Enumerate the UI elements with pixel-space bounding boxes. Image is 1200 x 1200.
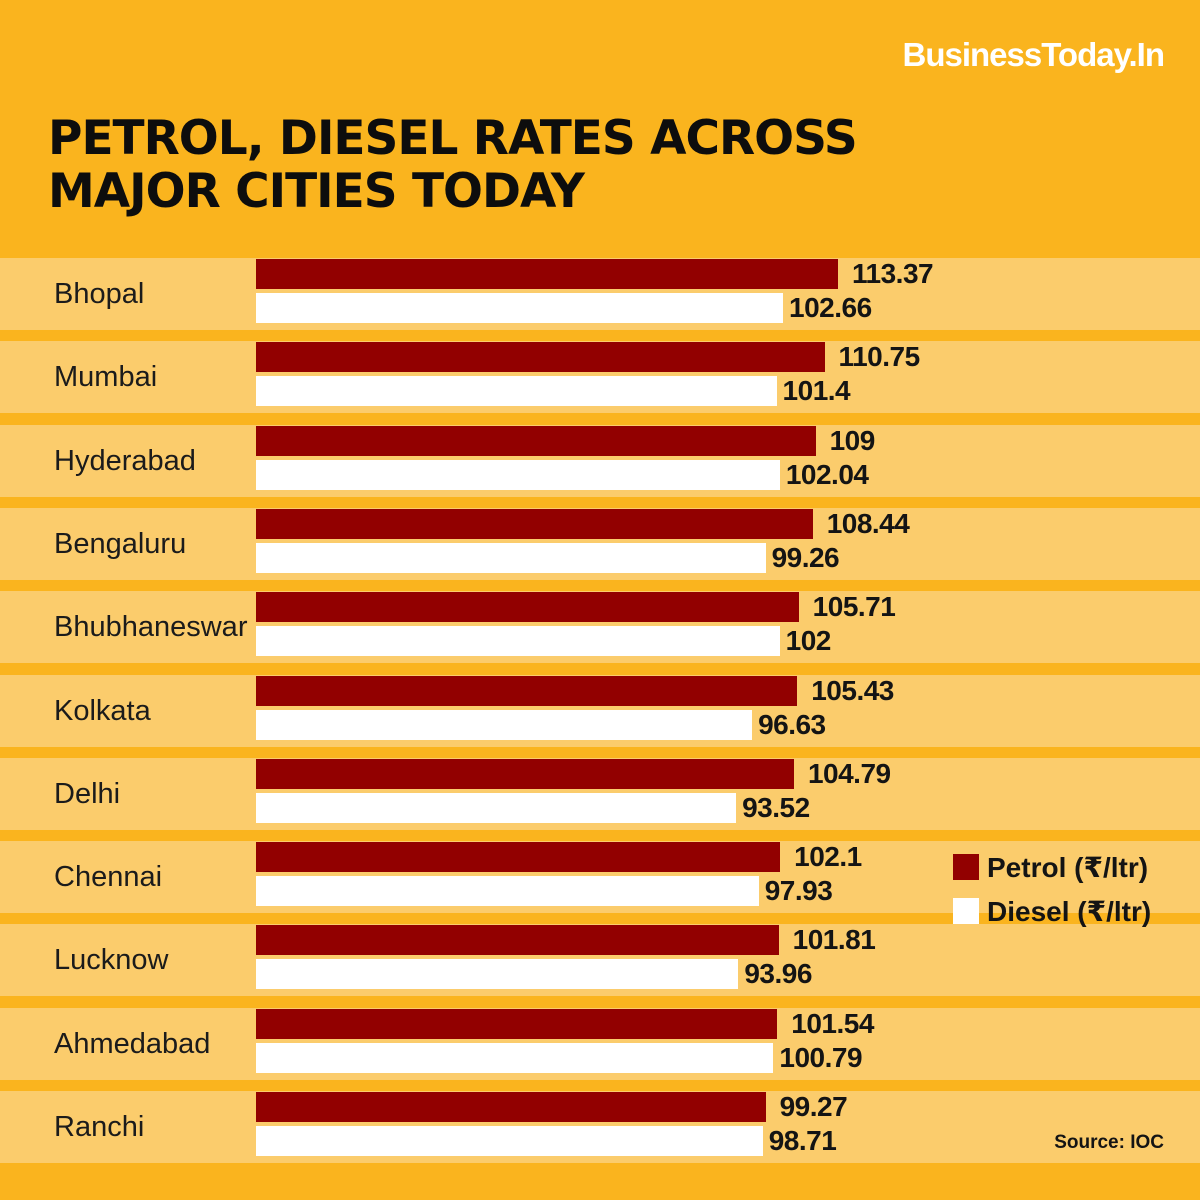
- city-label: Ranchi: [54, 1111, 145, 1143]
- city-label: Lucknow: [54, 944, 169, 976]
- petrol-value-label: 105.71: [812, 591, 896, 622]
- petrol-value-label: 108.44: [826, 508, 910, 539]
- brand-logo: BusinessToday.In: [902, 36, 1165, 73]
- city-label: Bhubhaneswar: [54, 611, 248, 643]
- petrol-value-label: 105.43: [811, 675, 894, 706]
- city-label: Hyderabad: [54, 445, 196, 477]
- city-label: Chennai: [54, 861, 163, 893]
- diesel-bar: [256, 1126, 763, 1156]
- petrol-bar: [256, 1009, 778, 1039]
- petrol-bar: [256, 342, 825, 372]
- legend-item-petrol: Petrol (₹/ltr): [953, 848, 1151, 886]
- diesel-value-label: 93.52: [742, 792, 810, 823]
- petrol-value-label: 109: [829, 425, 876, 456]
- legend-label-diesel: Diesel (₹/ltr): [987, 895, 1152, 927]
- petrol-bar: [256, 509, 813, 539]
- petrol-bar: [256, 842, 781, 872]
- chart-title-line-2: MAJOR CITIES TODAY: [48, 164, 585, 219]
- petrol-bar: [256, 1092, 766, 1122]
- diesel-bar: [256, 959, 739, 989]
- city-label: Kolkata: [54, 695, 151, 727]
- petrol-value-label: 99.27: [779, 1091, 848, 1122]
- source-note: Source: IOC: [1054, 1132, 1164, 1153]
- petrol-bar: [256, 592, 799, 622]
- petrol-bar: [256, 676, 798, 706]
- diesel-value-label: 102.66: [789, 292, 872, 323]
- diesel-bar: [256, 460, 780, 490]
- legend-swatch-petrol: [953, 854, 979, 880]
- chart-title-line-1: PETROL, DIESEL RATES ACROSS: [48, 111, 858, 166]
- diesel-bar: [256, 626, 780, 656]
- diesel-value-label: 100.79: [779, 1042, 863, 1073]
- city-label: Bhopal: [54, 278, 145, 310]
- diesel-bar: [256, 543, 766, 573]
- diesel-value-label: 98.71: [768, 1125, 837, 1156]
- legend-label-petrol: Petrol (₹/ltr): [987, 851, 1149, 883]
- petrol-value-label: 113.37: [852, 258, 934, 289]
- city-label: Mumbai: [54, 361, 158, 393]
- petrol-bar: [256, 426, 816, 456]
- petrol-value-label: 101.54: [791, 1008, 874, 1039]
- diesel-value-label: 102.04: [785, 459, 869, 490]
- diesel-bar: [256, 376, 777, 406]
- diesel-bar: [256, 876, 759, 906]
- diesel-value-label: 101.4: [782, 375, 851, 406]
- petrol-value-label: 102.1: [794, 841, 862, 872]
- petrol-value-label: 110.75: [838, 341, 921, 372]
- petrol-bar: [256, 759, 794, 789]
- petrol-bar: [256, 259, 838, 289]
- diesel-bar: [256, 293, 784, 323]
- petrol-value-label: 101.81: [792, 924, 876, 955]
- chart-title: PETROL, DIESEL RATES ACROSS MAJOR CITIES…: [48, 111, 858, 219]
- legend: Petrol (₹/ltr) Diesel (₹/ltr): [953, 848, 1151, 936]
- city-label: Ahmedabad: [54, 1028, 211, 1060]
- diesel-value-label: 102: [785, 625, 832, 656]
- diesel-value-label: 93.96: [744, 958, 812, 989]
- diesel-value-label: 99.26: [771, 542, 840, 573]
- diesel-bar: [256, 793, 737, 823]
- city-label: Bengaluru: [54, 528, 187, 560]
- legend-item-diesel: Diesel (₹/ltr): [953, 892, 1151, 930]
- city-label: Delhi: [54, 778, 121, 810]
- petrol-value-label: 104.79: [807, 758, 891, 789]
- diesel-bar: [256, 1043, 774, 1073]
- petrol-bar: [256, 925, 779, 955]
- diesel-bar: [256, 710, 753, 740]
- legend-swatch-diesel: [953, 898, 979, 924]
- diesel-value-label: 97.93: [764, 875, 833, 906]
- diesel-value-label: 96.63: [758, 709, 826, 740]
